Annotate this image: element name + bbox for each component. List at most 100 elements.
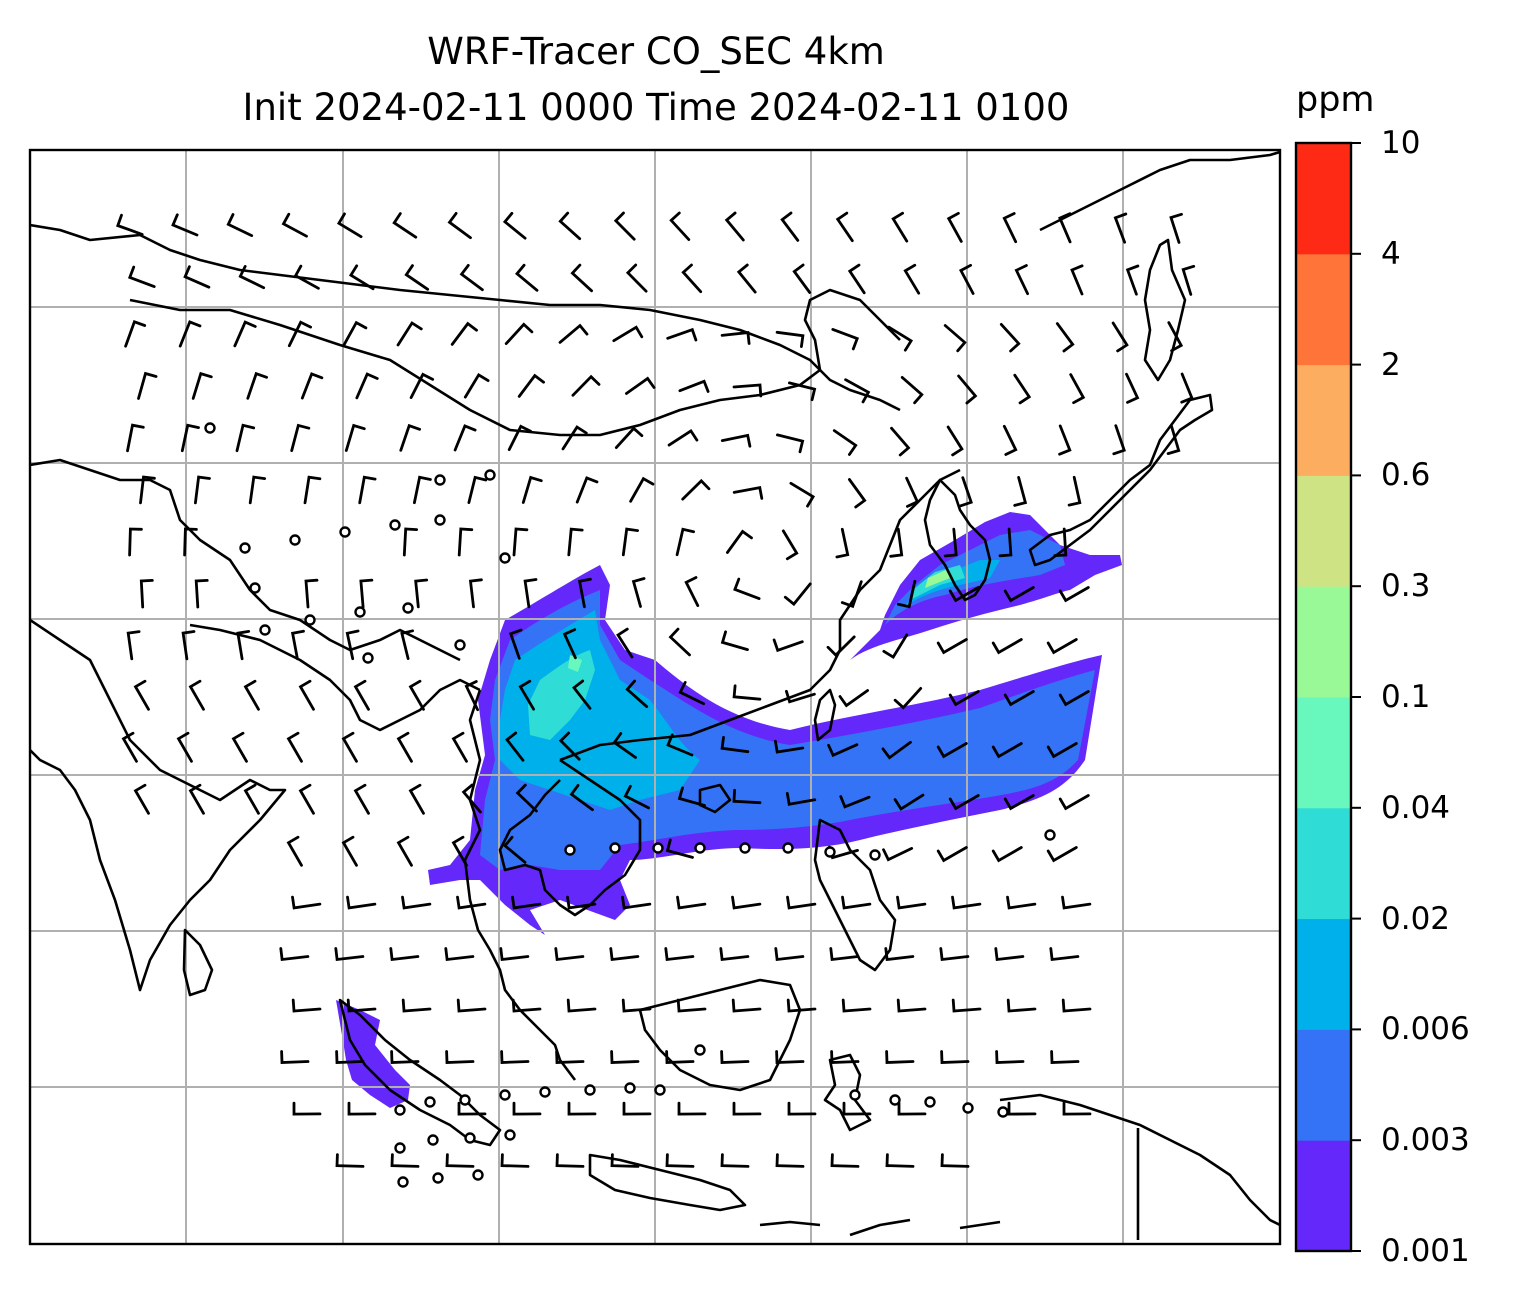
calm-wind-marker (472, 1169, 484, 1181)
wind-barb (844, 378, 871, 404)
wind-barb (835, 211, 854, 243)
wind-barb (279, 947, 310, 962)
wind-barb (467, 475, 488, 504)
wind-barb (885, 1153, 915, 1168)
wind-barb (951, 998, 982, 1013)
wind-barb (298, 783, 315, 815)
wind-barb (881, 740, 912, 760)
coast-java (588, 1153, 747, 1212)
calm-wind-marker (889, 1094, 901, 1106)
coast-srilanka (182, 928, 214, 997)
wind-barb (139, 475, 156, 505)
wind-barb (390, 1050, 420, 1064)
wind-barb (133, 679, 150, 711)
colorbar-tick-label: 0.6 (1381, 457, 1431, 494)
wind-barb (783, 582, 812, 607)
wind-barb (1046, 638, 1078, 655)
wind-barb (936, 846, 968, 863)
wind-barb (776, 433, 805, 454)
wind-barb (900, 376, 924, 405)
wind-barb (1003, 586, 1035, 603)
wind-barb (959, 476, 973, 508)
wind-barb (1061, 895, 1092, 910)
wind-barb (243, 783, 260, 815)
wind-barb (625, 679, 649, 708)
wind-barb (884, 947, 915, 962)
wind-barb (517, 373, 545, 398)
coast-indochina (463, 689, 577, 1081)
wind-barb (1058, 586, 1090, 603)
wind-barb (612, 732, 637, 759)
calm-wind-marker (259, 624, 271, 636)
wind-barb (1069, 373, 1086, 405)
wind-barb (558, 323, 589, 344)
wind-barb (463, 372, 490, 399)
wind-barb (300, 372, 324, 400)
colorbar-segment (1296, 364, 1351, 476)
wind-barb (792, 263, 812, 294)
wind-barb (461, 783, 482, 814)
colorbar-segment (1296, 918, 1351, 1030)
wind-barb (504, 322, 534, 345)
wind-barb (897, 1101, 927, 1116)
wind-barb (732, 1101, 762, 1116)
calm-wind-marker (694, 842, 706, 854)
wind-barb (610, 1153, 640, 1168)
wind-barb (720, 630, 749, 651)
calm-wind-marker (849, 1089, 861, 1101)
wind-barb (785, 689, 816, 704)
wind-barb (413, 475, 432, 505)
wind-barb (566, 895, 597, 910)
wind-barb (1049, 947, 1080, 962)
wind-barb (281, 212, 308, 238)
wind-barb (511, 998, 542, 1013)
colorbar-unit-label: ppm (1296, 80, 1375, 120)
wind-barb (991, 742, 1023, 759)
wind-barb (775, 1153, 805, 1168)
wind-barb (355, 372, 379, 400)
wind-barb (835, 527, 850, 559)
wind-barb (457, 1101, 487, 1116)
wind-barb (335, 1050, 365, 1064)
wind-barb (464, 680, 479, 712)
wind-barb (720, 1050, 750, 1064)
wind-barb (1113, 212, 1128, 244)
wind-barb (401, 998, 432, 1013)
wind-barb (668, 627, 691, 657)
wind-barb (610, 1050, 640, 1064)
wind-barb (665, 838, 694, 859)
wind-barb (788, 381, 817, 402)
calm-wind-marker (924, 1096, 936, 1108)
calm-wind-marker (739, 842, 751, 854)
wind-barb (664, 947, 695, 962)
wind-barb (341, 835, 358, 867)
wind-barb (667, 428, 699, 447)
wind-barb (133, 783, 150, 815)
wind-barb (847, 263, 866, 295)
wind-barb (896, 895, 927, 910)
wind-barb (500, 1050, 530, 1064)
wind-barb (948, 586, 980, 603)
map-title-line1: WRF-Tracer CO_SEC 4km (427, 30, 885, 73)
calm-wind-marker (432, 1172, 444, 1184)
colorbar-tick-label: 0.3 (1381, 568, 1431, 605)
wind-barb (569, 784, 594, 812)
colorbar-segment (1296, 143, 1351, 255)
wind-barb (775, 330, 805, 348)
wind-barb (341, 731, 358, 763)
wind-barb (616, 627, 634, 659)
coast-hainan (698, 783, 732, 814)
wind-barb (342, 320, 368, 347)
wind-barb (358, 475, 377, 505)
wind-barb (1050, 1050, 1080, 1064)
wind-barb (946, 425, 964, 457)
wind-barb (555, 1050, 585, 1064)
wind-barb (684, 576, 700, 607)
wind-barb (503, 835, 527, 864)
wind-barb (936, 742, 968, 759)
map-frame (28, 148, 1282, 1246)
calm-wind-marker (609, 842, 621, 854)
wind-barb (194, 475, 211, 505)
calm-wind-marker (584, 1084, 596, 1096)
wind-barb (890, 426, 911, 457)
